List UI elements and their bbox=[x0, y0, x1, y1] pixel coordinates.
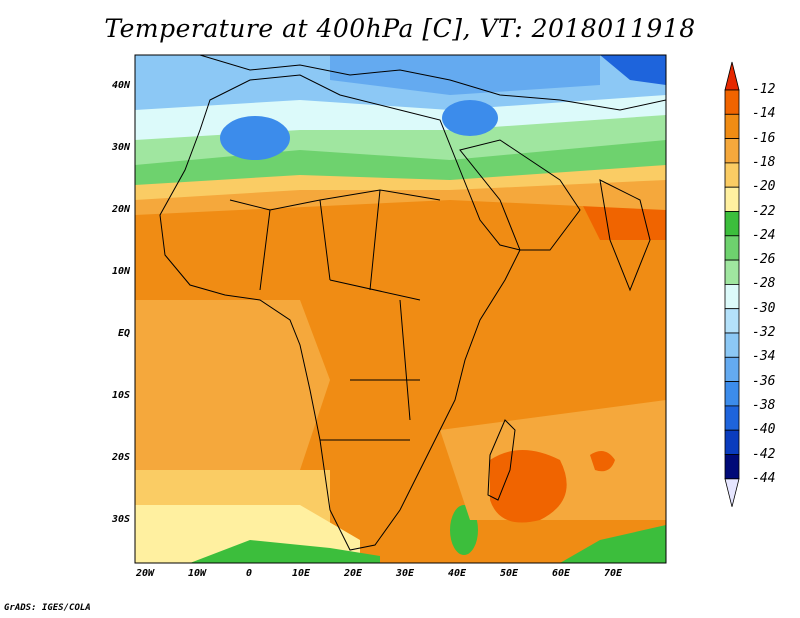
lat-label-40n: 40N bbox=[111, 80, 130, 91]
colorbar-swatch bbox=[724, 454, 740, 480]
colorbar-swatch bbox=[724, 381, 740, 407]
field-south-green-west bbox=[190, 540, 380, 563]
colorbar-label: -44 bbox=[752, 470, 776, 486]
africa-outline bbox=[159, 74, 521, 551]
colorbar-label: -24 bbox=[752, 227, 776, 243]
lon-label-70e: 70E bbox=[603, 568, 623, 579]
madagascar-outline bbox=[487, 419, 516, 501]
colorbar-label: -22 bbox=[752, 203, 776, 219]
map-frame bbox=[134, 54, 667, 564]
colorbar-swatch bbox=[724, 138, 740, 164]
lat-label-10n: 10N bbox=[111, 266, 130, 277]
colorbar-top-arrow bbox=[724, 61, 740, 91]
colorbar-label: -12 bbox=[752, 82, 776, 97]
colorbar-label: -30 bbox=[752, 300, 776, 316]
colorbar-label: -20 bbox=[752, 179, 776, 195]
field-darkblue-ne bbox=[600, 55, 666, 85]
colorbar-swatch bbox=[724, 283, 740, 310]
colorbar-swatch bbox=[724, 211, 740, 237]
lon-label-0: 0 bbox=[245, 568, 253, 579]
colorbar-swatch bbox=[724, 405, 740, 431]
field-blue-blob-west bbox=[220, 116, 290, 160]
colorbar-label: -36 bbox=[752, 373, 776, 389]
lon-label-20w: 20W bbox=[135, 568, 155, 579]
lon-label-10w: 10W bbox=[187, 568, 207, 579]
lon-label-20e: 20E bbox=[343, 568, 363, 579]
grads-credit: GrADS: IGES/COLA bbox=[4, 603, 91, 613]
coastlines bbox=[159, 55, 666, 551]
colorbar-label: -28 bbox=[752, 276, 776, 292]
colorbar-swatch bbox=[724, 429, 740, 455]
colorbar-label: -34 bbox=[752, 349, 776, 365]
colorbar-label: -18 bbox=[752, 154, 776, 170]
colorbar-swatch bbox=[724, 186, 740, 212]
colorbar-label: -38 bbox=[752, 397, 776, 413]
lon-label-30e: 30E bbox=[395, 568, 415, 579]
field-south-green-east bbox=[560, 525, 666, 563]
field-north-midblue bbox=[330, 55, 600, 95]
colorbar-label: -32 bbox=[752, 325, 776, 340]
lat-label-30s: 30S bbox=[111, 514, 130, 525]
lat-label-30n: 30N bbox=[111, 142, 130, 153]
field-blue-blob-east bbox=[442, 100, 498, 136]
field-warm-pocket-2 bbox=[590, 451, 615, 472]
colorbar-swatch bbox=[724, 356, 740, 382]
lat-label-20n: 20N bbox=[111, 204, 130, 215]
lat-label-20s: 20S bbox=[111, 452, 130, 463]
lon-label-40e: 40E bbox=[447, 568, 467, 579]
colorbar-swatch bbox=[724, 308, 740, 334]
map-title: Temperature at 400hPa [C], VT: 201801191… bbox=[104, 14, 696, 43]
colorbar-bottom-arrow bbox=[724, 478, 740, 507]
colorbar-label: -42 bbox=[752, 446, 776, 462]
colorbar-label: -40 bbox=[752, 422, 776, 438]
colorbar-swatch bbox=[724, 162, 740, 188]
internal-borders bbox=[229, 189, 441, 441]
colorbar-label: -16 bbox=[752, 130, 776, 146]
colorbar-label: -14 bbox=[752, 106, 776, 122]
lon-label-60e: 60E bbox=[551, 568, 571, 579]
europe-outline bbox=[199, 55, 666, 111]
lon-label-10e: 10E bbox=[291, 568, 311, 579]
colorbar-swatch bbox=[724, 113, 740, 140]
colorbar-swatch bbox=[724, 332, 740, 358]
arabia-outline bbox=[459, 139, 581, 251]
colorbar bbox=[724, 61, 740, 507]
colorbar-swatch bbox=[724, 89, 740, 115]
colorbar-swatch bbox=[724, 259, 740, 285]
lat-label-eq: EQ bbox=[117, 328, 130, 339]
lat-label-10s: 10S bbox=[111, 390, 130, 401]
lon-label-50e: 50E bbox=[499, 568, 519, 579]
colorbar-label: -26 bbox=[752, 252, 776, 268]
colorbar-swatch bbox=[724, 235, 740, 261]
india-outline bbox=[599, 179, 651, 292]
field-warm-pocket bbox=[490, 450, 567, 523]
field-west-ocean bbox=[135, 300, 330, 470]
